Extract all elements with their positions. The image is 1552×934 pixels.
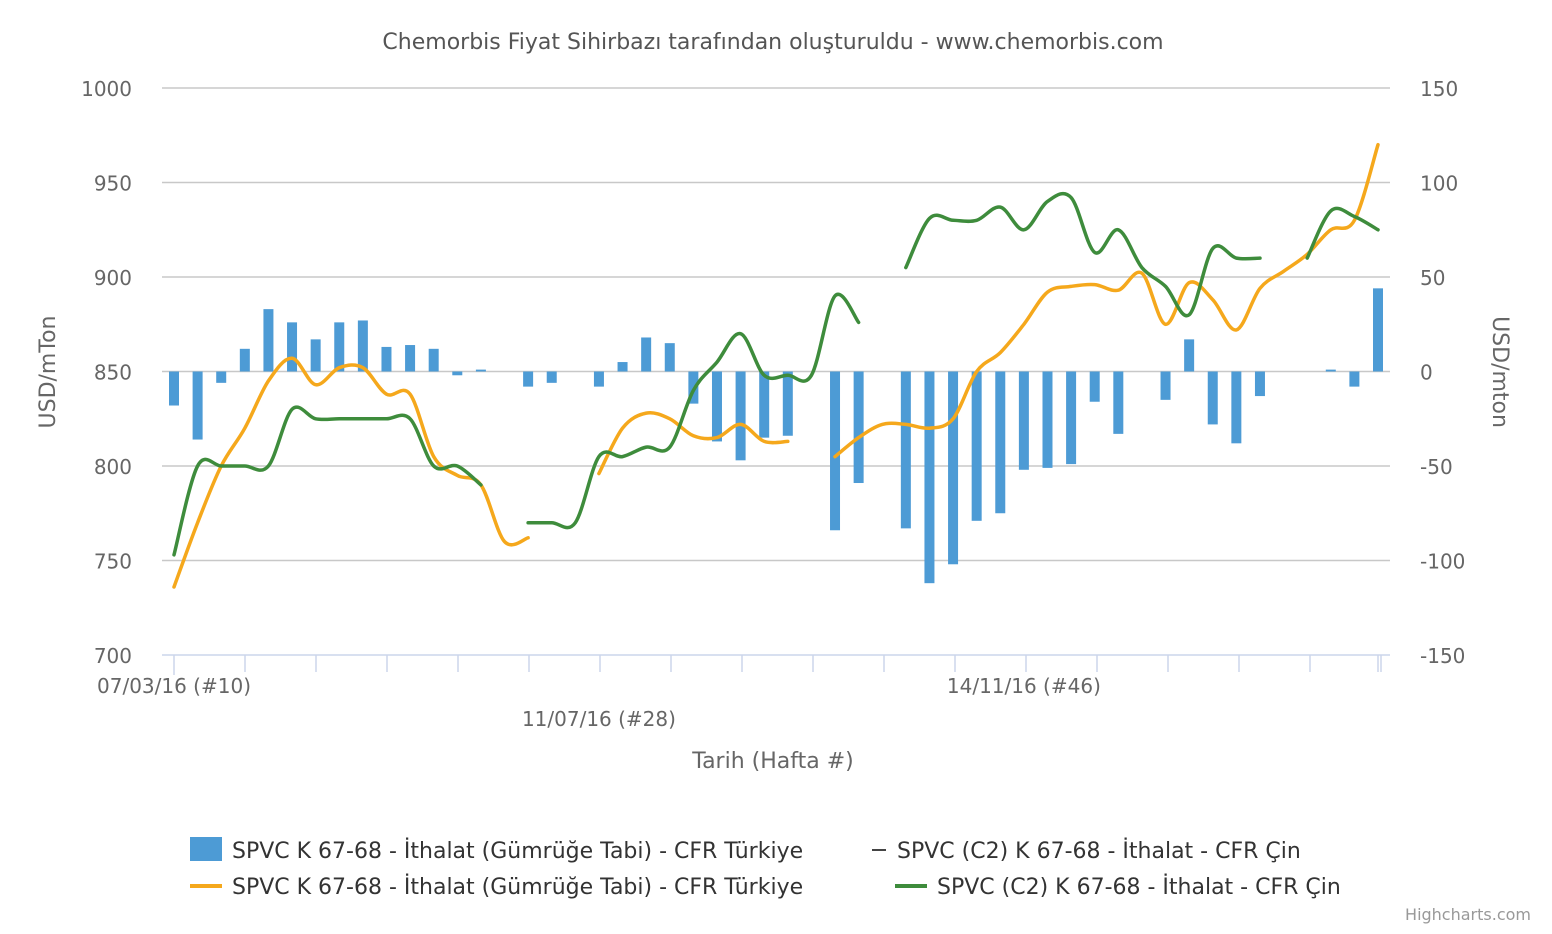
bar[interactable] (924, 371, 935, 584)
bar[interactable] (971, 371, 982, 521)
x-tick-label: 14/11/16 (#46) (947, 674, 1101, 698)
y-left-tick-label: 1000 (81, 77, 132, 101)
bar[interactable] (617, 362, 628, 372)
y-right-tick-label: -150 (1420, 644, 1465, 668)
bar[interactable] (357, 320, 368, 372)
bar[interactable] (948, 371, 959, 565)
bar[interactable] (192, 371, 203, 440)
bar[interactable] (287, 322, 298, 372)
legend-bar-symbol (190, 837, 222, 861)
y-axis-left: 700 750 800 850 900 950 1000 (81, 77, 132, 668)
series-line[interactable] (1305, 206, 1380, 260)
y-left-tick-label: 950 (94, 172, 132, 196)
legend-item[interactable]: SPVC K 67-68 - İthalat (Gümrüğe Tabi) - … (190, 874, 803, 900)
bar[interactable] (428, 348, 439, 372)
legend-label: SPVC K 67-68 - İthalat (Gümrüğe Tabi) - … (232, 874, 803, 900)
y-right-tick-label: -100 (1420, 550, 1465, 574)
y-right-tick-label: 0 (1420, 361, 1433, 385)
y-left-tick-label: 700 (94, 644, 132, 668)
bar[interactable] (1349, 371, 1360, 387)
bar[interactable] (452, 371, 463, 376)
chart-title: Chemorbis Fiyat Sihirbazı tarafından olu… (382, 30, 1163, 55)
y-left-tick-label: 850 (94, 361, 132, 385)
bar[interactable] (1042, 371, 1053, 468)
bar[interactable] (263, 309, 274, 372)
bar[interactable] (782, 371, 793, 436)
bar[interactable] (546, 371, 557, 383)
y-axis-left-title: USD/mTon (36, 316, 61, 429)
bar[interactable] (334, 322, 345, 372)
bar[interactable] (1325, 369, 1336, 372)
x-axis-title: Tarih (Hafta #) (691, 749, 853, 774)
x-tick-label: 11/07/16 (#28) (522, 707, 676, 731)
bar[interactable] (169, 371, 179, 406)
bar[interactable] (475, 369, 486, 372)
x-axis: 07/03/16 (#10) 11/07/16 (#28) 14/11/16 (#4… (97, 654, 1390, 731)
y-axis-right-title: USD/mton (1487, 316, 1512, 428)
bar[interactable] (1254, 371, 1265, 397)
y-left-tick-label: 750 (94, 550, 132, 574)
bar[interactable] (759, 371, 770, 438)
legend-item[interactable]: SPVC (C2) K 67-68 - İthalat - CFR Çin (872, 838, 1301, 864)
bar[interactable] (405, 345, 416, 372)
y-right-tick-label: -50 (1420, 455, 1453, 479)
y-right-tick-label: 100 (1420, 172, 1458, 196)
bar[interactable] (1113, 371, 1124, 434)
legend-label: SPVC K 67-68 - İthalat (Gümrüğe Tabi) - … (232, 838, 803, 864)
bar[interactable] (1231, 371, 1242, 444)
y-right-tick-label: 50 (1420, 266, 1445, 290)
bar[interactable] (381, 346, 392, 372)
bar[interactable] (239, 348, 250, 372)
bar[interactable] (1184, 339, 1195, 372)
series-line[interactable] (904, 191, 1262, 318)
bar-series[interactable] (169, 288, 1383, 584)
legend-item[interactable]: SPVC K 67-68 - İthalat (Gümrüğe Tabi) - … (190, 837, 803, 864)
bar[interactable] (900, 371, 911, 529)
series-line[interactable] (172, 356, 530, 589)
bar[interactable] (853, 371, 864, 484)
legend-label: SPVC (C2) K 67-68 - İthalat - CFR Çin (937, 874, 1341, 900)
legend-label: SPVC (C2) K 67-68 - İthalat - CFR Çin (897, 838, 1301, 864)
bar[interactable] (830, 371, 841, 531)
bar[interactable] (711, 371, 722, 442)
bar[interactable] (1089, 371, 1100, 402)
series-line[interactable] (172, 405, 483, 557)
y-right-tick-label: 150 (1420, 77, 1458, 101)
bar[interactable] (593, 371, 604, 387)
credits-link[interactable]: Highcharts.com (1405, 905, 1531, 924)
bar[interactable] (216, 371, 227, 383)
bar[interactable] (995, 371, 1006, 514)
bar[interactable] (523, 371, 534, 387)
bar[interactable] (1066, 371, 1077, 465)
y-left-tick-label: 800 (94, 455, 132, 479)
series-line[interactable] (597, 410, 790, 476)
bar[interactable] (735, 371, 746, 461)
y-left-tick-label: 900 (94, 266, 132, 290)
bar[interactable] (1160, 371, 1171, 400)
bar[interactable] (1018, 371, 1029, 470)
legend: SPVC K 67-68 - İthalat (Gümrüğe Tabi) - … (190, 837, 1341, 900)
series-line[interactable] (526, 292, 861, 530)
bar[interactable] (1373, 288, 1383, 372)
line-series[interactable] (172, 142, 1380, 589)
x-tick-label: 07/03/16 (#10) (97, 674, 251, 698)
bar[interactable] (310, 339, 321, 372)
y-axis-right: -150 -100 -50 0 50 100 150 (1420, 77, 1465, 668)
series-line[interactable] (833, 142, 1380, 459)
bar[interactable] (664, 343, 675, 372)
bar[interactable] (1207, 371, 1218, 425)
legend-item[interactable]: SPVC (C2) K 67-68 - İthalat - CFR Çin (895, 874, 1341, 900)
bar[interactable] (641, 337, 652, 372)
